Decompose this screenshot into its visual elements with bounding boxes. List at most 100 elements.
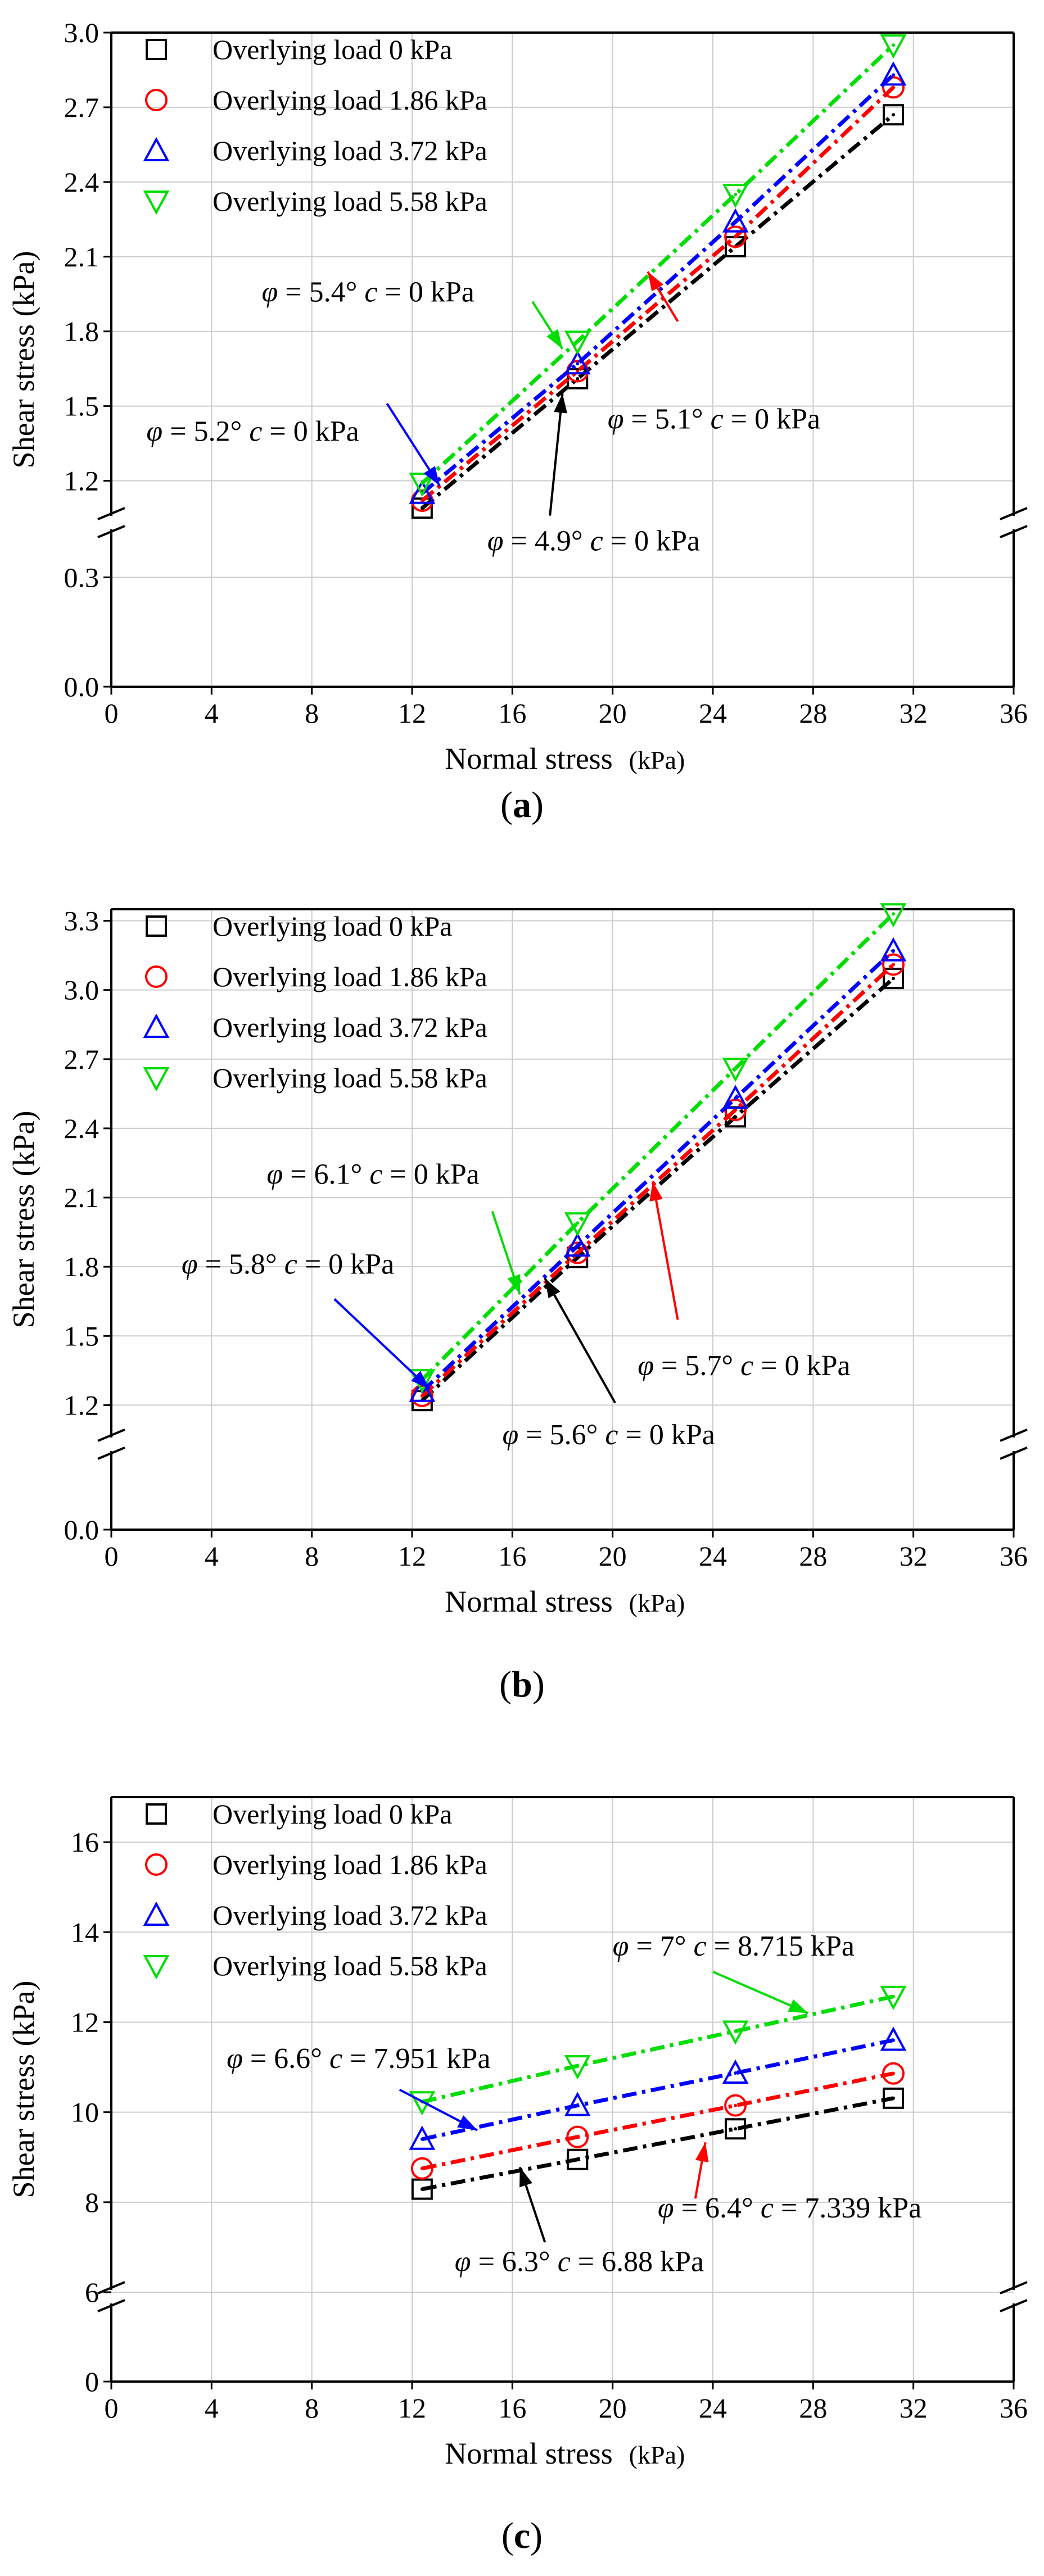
legend-marker [146,1803,167,1825]
axis-break-mark [1000,2299,1028,2312]
annotation-arrowhead [695,2142,709,2162]
annotation-arrowhead [554,393,567,414]
series-3 [409,1985,907,2116]
legend-marker [145,965,168,988]
annotation-label: φ = 6.6° c = 7.951 kPa [227,2043,490,2075]
annotation-0: φ = 6.1° c = 0 kPa [266,1158,521,1295]
data-point-center [892,73,895,77]
legend-marker [143,137,170,161]
data-point [882,2062,905,2085]
fit-line [421,113,895,510]
y-tick-label: 1.5 [64,391,100,422]
data-point-center [892,113,895,117]
y-tick-label: 2.7 [64,92,100,123]
data-point-center [734,2103,738,2107]
x-tick-label: 0 [105,697,119,729]
chart-c: 0 4 8 12 16 20 24 28 32 36 6 8 10 12 14 16 0 Normal stres… [7,1796,1028,2470]
data-point [567,368,589,389]
annotation-label: φ = 5.6° c = 0 kPa [503,1419,715,1451]
data-point-center [420,1394,424,1398]
y-axis-label: Shear stress (kPa) [7,1981,40,2198]
annotation-2: φ = 5.2° c = 0 kPa [146,403,441,487]
x-tick-label: 16 [498,2392,526,2424]
data-point [409,479,436,504]
annotation-label: φ = 5.4° c = 0 kPa [262,276,474,309]
x-axis-label: Normal stress [445,2437,612,2470]
annotation-2: φ = 5.8° c = 0 kPa [182,1248,431,1390]
annotation-arrow [652,1181,679,1320]
y-tick-label: 14 [71,1916,99,1948]
x-tick-label: 28 [799,2392,827,2424]
data-point-center [892,1994,895,1998]
annotation-label: φ = 4.9° c = 0 kPa [487,525,700,557]
annotation-label: φ = 5.7° c = 0 kPa [638,1350,850,1382]
x-tick-label: 12 [398,2392,426,2424]
legend-marker [145,1853,168,1876]
legend-marker [143,1067,170,1092]
legend-label: Overlying load 5.58 kPa [213,1950,487,1981]
axes-frame [97,31,1028,688]
annotation-arrow [544,1277,616,1404]
legend-marker [143,1955,170,1980]
x-tick-label: 0 [105,2392,119,2424]
data-point-center [892,2096,895,2100]
data-point [882,953,905,976]
data-point [883,2087,904,2109]
y-tick-label: 3.0 [64,974,100,1006]
annotation-label: φ = 5.8° c = 0 kPa [182,1248,394,1280]
data-point-center [734,2029,738,2033]
legend-marker [146,39,167,60]
x-tick-label: 8 [305,1540,319,1572]
y-tick-label: 16 [71,1826,99,1858]
x-tick-label: 12 [398,1540,426,1572]
data-point-center [892,2038,895,2042]
y-tick-label: 8 [85,2187,99,2218]
series-0 [411,104,904,519]
data-point-center [734,1108,738,1112]
x-axis-unit: (kPa) [629,2441,685,2469]
annotation-arrow [549,393,564,516]
y-tick-label: 10 [71,2097,99,2128]
y-tick-label: 2.4 [64,166,100,198]
data-point [883,104,904,126]
axis-break-mark [1000,1446,1028,1460]
annotation-0: φ = 5.4° c = 0 kPa [262,276,564,350]
data-point-center [576,1255,580,1259]
x-tick-label: 8 [305,2392,319,2424]
y-tick-label: 0.3 [64,561,100,593]
data-point [409,1377,436,1402]
data-point [722,184,749,208]
data-point-center [576,377,580,380]
data-point-center [892,977,895,981]
x-axis-label: Normal stress [445,1585,612,1618]
data-point-center [734,1067,738,1071]
legend-label: Overlying load 0 kPa [213,1798,452,1830]
x-tick-label: 16 [498,697,526,729]
data-point [722,1085,749,1109]
annotation-2: φ = 6.4° c = 7.339 kPa [658,2142,921,2224]
data-point-center [892,85,895,89]
data-point [410,2157,433,2180]
fit-line [422,1994,894,2104]
series-3 [409,34,907,497]
data-point [409,472,436,497]
panel-b: 0 4 8 12 16 20 24 28 32 36 1.2 1.5 1.8 2.1 2.4 2.7 3.0 3.… [0,877,1044,1731]
data-point [724,2094,747,2117]
data-point [880,937,907,962]
annotation-arrowhead [507,1274,521,1295]
legend: Overlying load 0 kPa Overlying load 1.86 … [143,34,487,217]
data-point [564,350,591,375]
data-point [880,2026,907,2051]
legend-label: Overlying load 5.58 kPa [213,185,487,217]
y-tick-label: 2.4 [64,1113,100,1144]
data-point [883,968,904,990]
annotation-0: φ = 7° c = 8.715 kPa [613,1930,855,2015]
axis-break-mark [97,1428,125,1442]
data-point-center [734,2127,738,2131]
data-point-center [420,498,424,502]
data-point-center [734,220,738,224]
data-point-center [734,1096,738,1100]
x-tick-label: 24 [699,2392,727,2424]
data-point-center [576,339,580,343]
x-tick-label: 32 [900,2392,928,2424]
